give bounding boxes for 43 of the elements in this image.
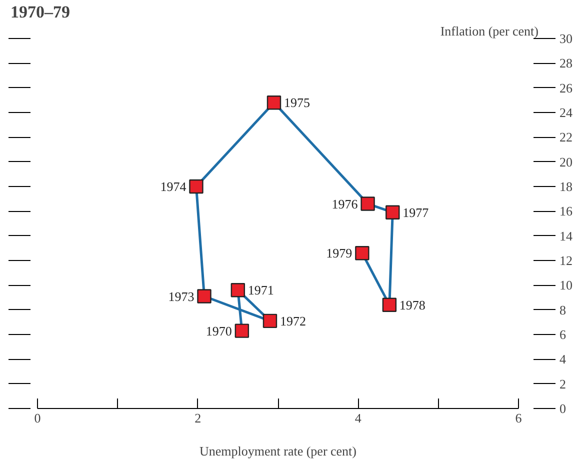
y-axis-title: Inflation (per cent) (440, 24, 539, 38)
annotation: 1974 (160, 179, 187, 194)
y-tick-label: 24 (560, 105, 573, 120)
point (262, 314, 278, 328)
y-tick-label: 12 (560, 253, 572, 268)
point (360, 196, 375, 211)
y-tick-label: 22 (560, 130, 572, 145)
annotation: 1975 (284, 95, 310, 110)
point (230, 283, 246, 298)
chart-title: 1970–79 (10, 2, 70, 22)
point (355, 246, 370, 260)
annotation: 1978 (399, 297, 426, 312)
y-tick-label: 2 (560, 376, 566, 392)
annotation: 1976 (332, 196, 358, 212)
x-axis-title: Unemployment rate (per cent) (199, 444, 357, 458)
y-tick-label: 6 (560, 327, 566, 342)
annotation: 1979 (326, 246, 352, 261)
x-tick-label: 2 (194, 410, 202, 426)
y-tick-label: 4 (560, 352, 566, 367)
x-tick-label: 6 (515, 410, 522, 426)
y-tick-label: 14 (560, 228, 573, 244)
x-tick-label: 0 (34, 410, 41, 426)
y-tick-label: 26 (560, 80, 573, 96)
annotation: 1971 (248, 282, 274, 298)
point (266, 96, 282, 110)
y-tick-label: 28 (560, 56, 572, 71)
x-tick-label: 4 (354, 410, 362, 426)
annotation: 1973 (168, 288, 194, 304)
y-tick-label: 10 (560, 278, 572, 293)
y-tick-label: 18 (560, 179, 572, 194)
y-tick-label: 20 (560, 154, 572, 170)
point (197, 289, 212, 304)
annotation: 1972 (280, 313, 306, 328)
point (382, 298, 397, 312)
point (189, 179, 204, 194)
y-tick-label: 16 (560, 204, 573, 219)
point (234, 324, 250, 338)
y-tick-label: 30 (560, 31, 572, 46)
annotation: 1977 (402, 204, 430, 220)
annotation: 1970 (206, 323, 232, 338)
y-tick-label: 8 (560, 302, 566, 318)
point (386, 205, 400, 220)
y-tick-label: 0 (560, 401, 566, 416)
